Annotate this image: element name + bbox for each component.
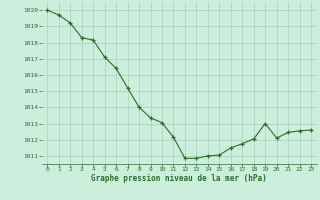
X-axis label: Graphe pression niveau de la mer (hPa): Graphe pression niveau de la mer (hPa) bbox=[91, 174, 267, 183]
